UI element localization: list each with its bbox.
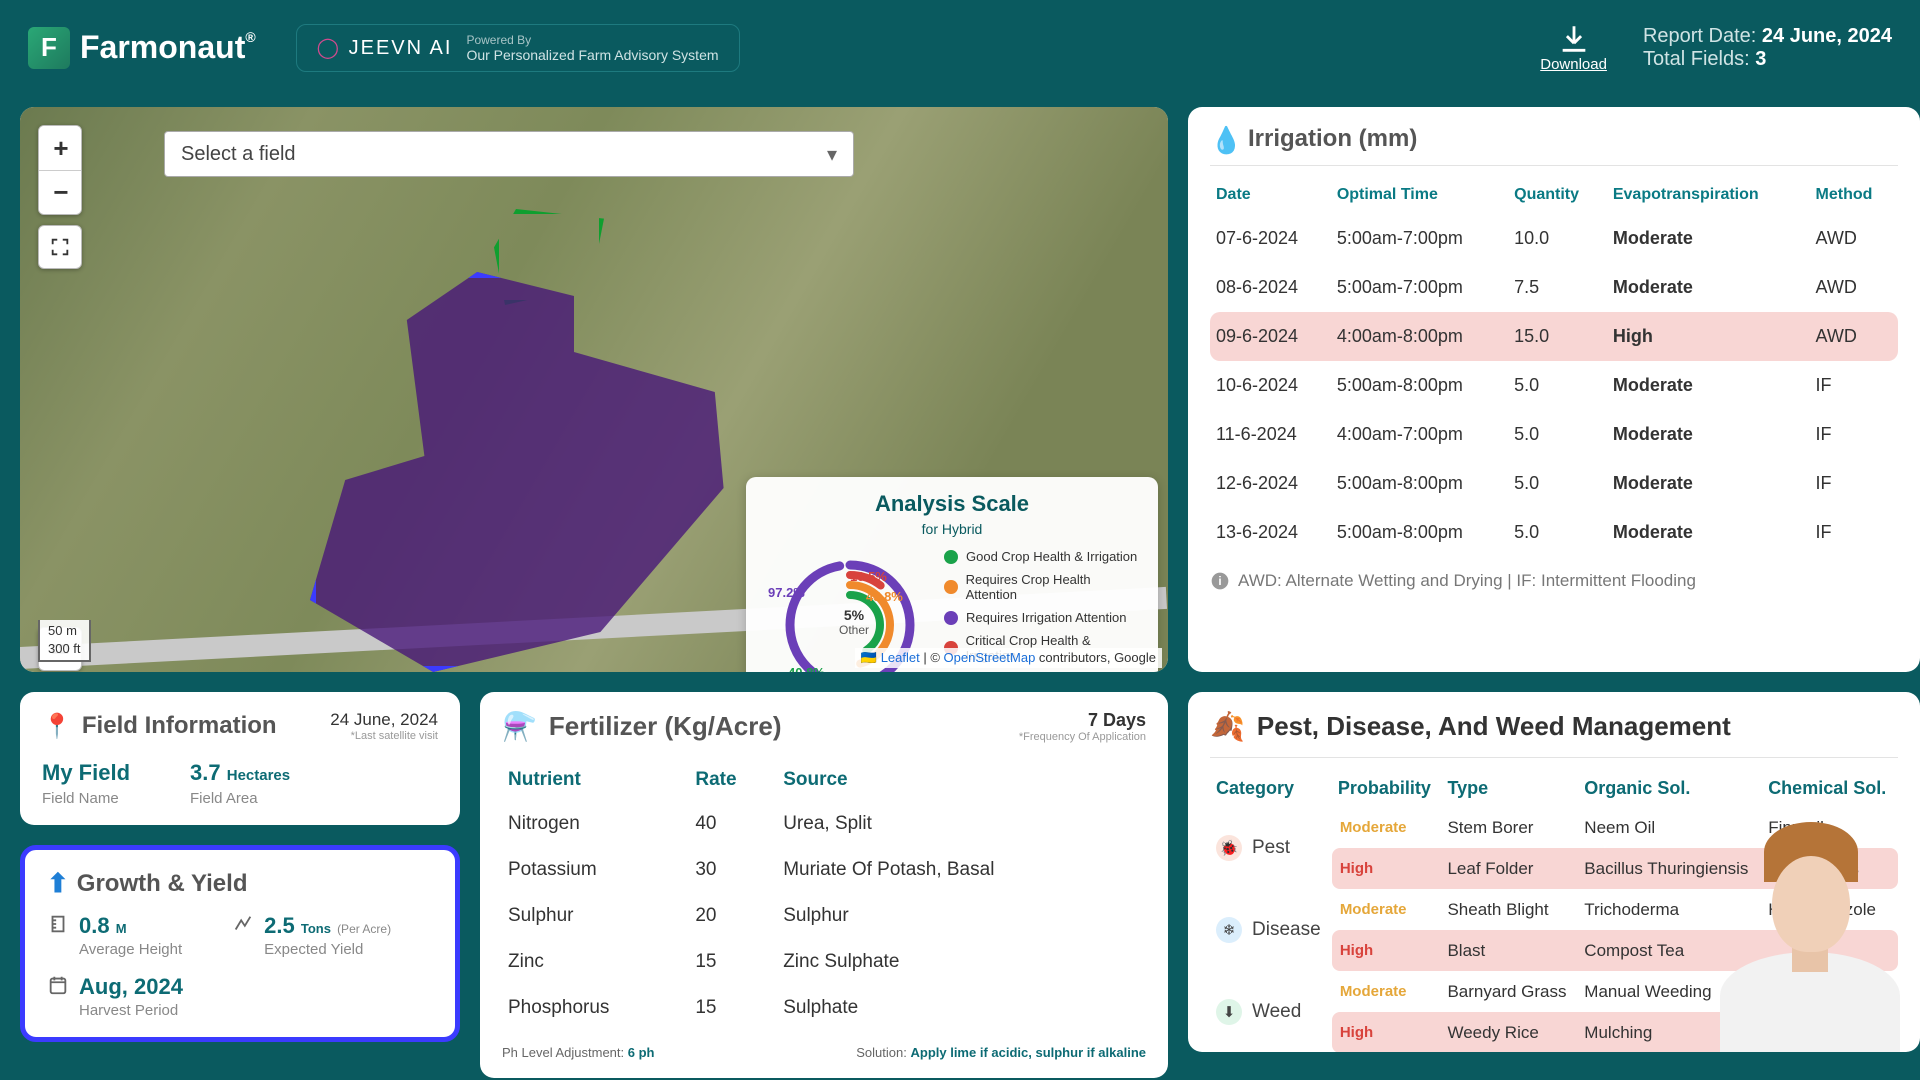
field-select-placeholder: Select a field bbox=[181, 143, 296, 166]
fertilizer-row: Phosphorus15Sulphate bbox=[502, 985, 1146, 1031]
irrigation-panel: 💧 Irrigation (mm) DateOptimal TimeQuanti… bbox=[1188, 107, 1920, 672]
info-icon: i bbox=[1210, 571, 1230, 591]
irrigation-row: 07-6-20245:00am-7:00pm10.0ModerateAWD bbox=[1210, 214, 1898, 263]
irrigation-row: 10-6-20245:00am-8:00pm5.0ModerateIF bbox=[1210, 361, 1898, 410]
legend-item: Good Crop Health & Irrigation bbox=[944, 549, 1140, 564]
brand: F Farmonaut® bbox=[28, 27, 256, 69]
flask-icon: ⚗️ bbox=[502, 710, 537, 743]
fertilizer-row: Potassium30Muriate Of Potash, Basal bbox=[502, 847, 1146, 893]
fertilizer-table: NutrientRateSource Nitrogen40Urea, Split… bbox=[502, 759, 1146, 1031]
irrigation-row: 08-6-20245:00am-7:00pm7.5ModerateAWD bbox=[1210, 263, 1898, 312]
zoom-in-button[interactable]: + bbox=[39, 126, 82, 170]
fullscreen-icon bbox=[49, 236, 71, 258]
irrigation-header: Quantity bbox=[1508, 176, 1607, 214]
field-name-label: Field Name bbox=[42, 790, 130, 807]
svg-text:i: i bbox=[1218, 575, 1221, 588]
irrigation-header: Date bbox=[1210, 176, 1331, 214]
fertilizer-row: Nitrogen40Urea, Split bbox=[502, 801, 1146, 847]
legend-item: Requires Crop Health Attention bbox=[944, 572, 1140, 602]
osm-link[interactable]: OpenStreetMap bbox=[944, 650, 1036, 665]
map-attribution: 🇺🇦 Leaflet | © OpenStreetMap contributor… bbox=[855, 648, 1162, 668]
map-panel[interactable]: + − 50 m300 ft Select a field Analysis S… bbox=[20, 107, 1168, 672]
field-area-value: 3.7 bbox=[190, 760, 221, 785]
location-icon: 📍 bbox=[42, 712, 72, 741]
field-info-title: Field Information bbox=[82, 712, 277, 740]
irrigation-header: Optimal Time bbox=[1331, 176, 1508, 214]
irrigation-row: 11-6-20244:00am-7:00pm5.0ModerateIF bbox=[1210, 410, 1898, 459]
leaf-icon: 🍂 bbox=[1210, 710, 1245, 743]
fertilizer-row: Sulphur20Sulphur bbox=[502, 893, 1146, 939]
brand-registered: ® bbox=[245, 29, 255, 45]
ai-powered-label: Powered By bbox=[466, 33, 718, 47]
fullscreen-button[interactable] bbox=[38, 225, 82, 269]
download-icon bbox=[1557, 22, 1591, 56]
legend-item: Requires Irrigation Attention bbox=[944, 610, 1140, 625]
field-select-dropdown[interactable]: Select a field bbox=[164, 131, 854, 177]
download-button[interactable]: Download bbox=[1540, 22, 1607, 73]
field-name-value: My Field bbox=[42, 760, 130, 786]
field-info-date-sub: *Last satellite visit bbox=[330, 730, 438, 742]
leaflet-link[interactable]: Leaflet bbox=[881, 650, 920, 665]
analysis-title: Analysis Scale bbox=[764, 491, 1140, 517]
irrigation-table: DateOptimal TimeQuantityEvapotranspirati… bbox=[1210, 176, 1898, 557]
scale-bar: 50 m300 ft bbox=[38, 620, 91, 662]
analysis-subtitle: for Hybrid bbox=[764, 521, 1140, 537]
height-icon bbox=[47, 913, 69, 935]
brand-logo-icon: F bbox=[28, 27, 70, 69]
field-info-panel: 📍 Field Information 24 June, 2024 *Last … bbox=[20, 692, 460, 825]
growth-yield-panel: ⬆ Growth & Yield 0.8 M Average Height bbox=[20, 845, 460, 1042]
irrigation-row: 13-6-20245:00am-8:00pm5.0ModerateIF bbox=[1210, 508, 1898, 557]
assistant-avatar bbox=[1710, 812, 1910, 1052]
pest-panel: 🍂 Pest, Disease, And Weed Management Cat… bbox=[1188, 692, 1920, 1052]
irrigation-title: Irrigation (mm) bbox=[1248, 125, 1417, 153]
zoom-out-button[interactable]: − bbox=[39, 170, 82, 214]
yield-icon bbox=[232, 913, 254, 935]
analysis-scale-panel: Analysis Scale for Hybrid 5%Other 97.2% … bbox=[746, 477, 1158, 672]
zoom-controls: + − bbox=[38, 125, 82, 215]
irrigation-header: Method bbox=[1810, 176, 1898, 214]
calendar-icon bbox=[47, 974, 69, 996]
ai-badge: ◯ JEEVN AI Powered By Our Personalized F… bbox=[296, 24, 740, 72]
report-meta: Report Date: 24 June, 2024 Total Fields:… bbox=[1643, 25, 1892, 71]
field-area-label: Field Area bbox=[190, 790, 290, 807]
irrigation-header: Evapotranspiration bbox=[1607, 176, 1810, 214]
irrigation-row: 09-6-20244:00am-8:00pm15.0HighAWD bbox=[1210, 312, 1898, 361]
fertilizer-panel: ⚗️ Fertilizer (Kg/Acre) 7 Days *Frequenc… bbox=[480, 692, 1168, 1078]
irrigation-icon: 💧 bbox=[1210, 125, 1238, 153]
field-info-date: 24 June, 2024 bbox=[330, 710, 438, 729]
ai-logo: ◯ JEEVN AI bbox=[317, 35, 453, 60]
irrigation-row: 12-6-20245:00am-8:00pm5.0ModerateIF bbox=[1210, 459, 1898, 508]
fertilizer-row: Zinc15Zinc Sulphate bbox=[502, 939, 1146, 985]
brand-name: Farmonaut bbox=[80, 29, 245, 65]
growth-icon: ⬆ bbox=[47, 868, 69, 899]
ai-subtitle: Our Personalized Farm Advisory System bbox=[466, 47, 718, 63]
legend-item: Other bbox=[944, 671, 1140, 672]
irrigation-note: i AWD: Alternate Wetting and Drying | IF… bbox=[1210, 571, 1898, 591]
